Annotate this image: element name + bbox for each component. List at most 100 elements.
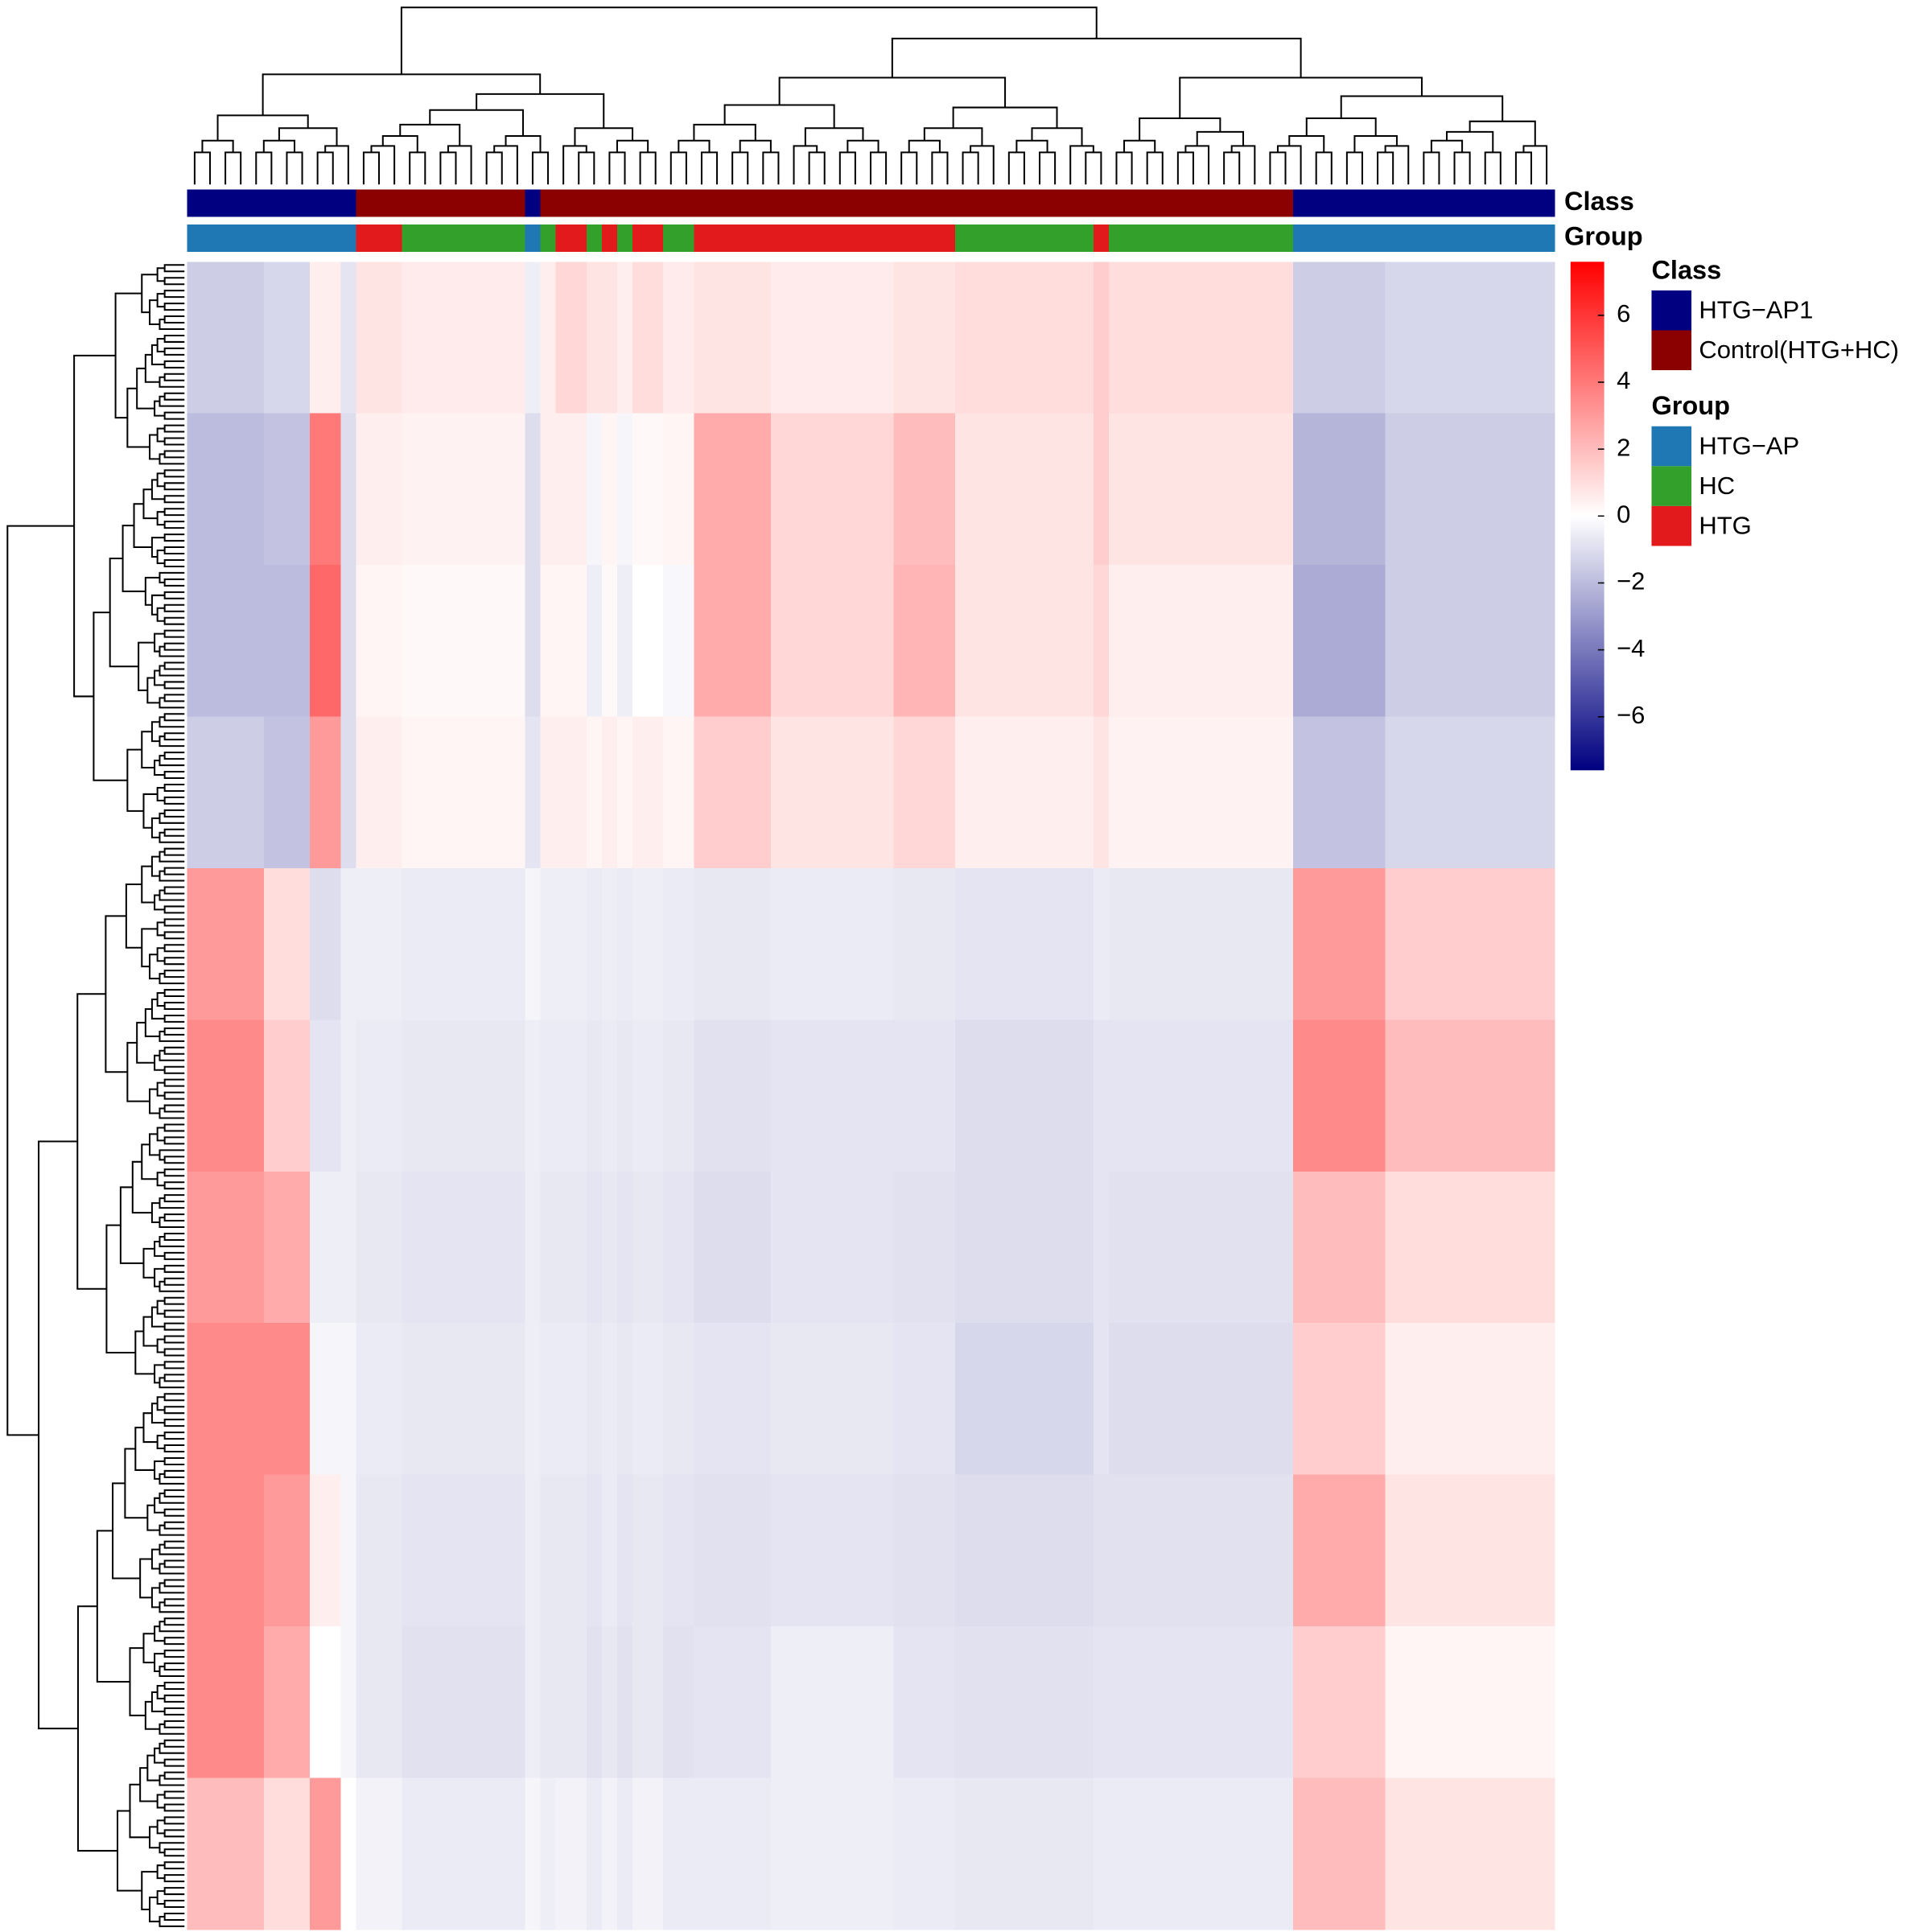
dendrogram-branch <box>156 992 165 1007</box>
dendrogram-branch <box>134 1427 155 1471</box>
dendrogram-branch <box>154 1497 165 1514</box>
heatmap-cell <box>586 1626 603 1779</box>
dendrogram-branch <box>163 411 185 420</box>
dendrogram-branch <box>163 918 185 927</box>
heatmap-cell <box>1293 1778 1386 1930</box>
dendrogram-branch <box>156 1684 165 1699</box>
heatmap-cell <box>955 716 1094 869</box>
heatmap-cell <box>616 1171 633 1324</box>
dendrogram-branch <box>1184 145 1210 185</box>
heatmap-cell <box>356 1474 403 1627</box>
heatmap-cell <box>356 867 403 1021</box>
heatmap-cell <box>340 1626 356 1779</box>
dendrogram-branch <box>163 1406 185 1415</box>
dendrogram-branch <box>149 954 160 980</box>
heatmap-cell <box>893 1323 956 1476</box>
dendrogram-branch <box>163 437 185 446</box>
heatmap-cell <box>1293 1474 1386 1627</box>
dendrogram-branch <box>163 1540 185 1549</box>
dendrogram-branch <box>163 1213 185 1222</box>
heatmap-cell <box>1385 716 1555 869</box>
dendrogram-branch <box>163 1887 185 1896</box>
dendrogram-branch <box>163 642 185 651</box>
heatmap-cell <box>310 867 341 1021</box>
group-annotation <box>663 224 695 252</box>
dendrogram-branch <box>163 1322 185 1331</box>
dendrogram-branch <box>6 525 75 1436</box>
dendrogram-branch <box>163 495 185 504</box>
dendrogram-branch <box>149 299 160 326</box>
dendrogram-branch <box>163 1739 185 1748</box>
heatmap-cell <box>187 413 265 566</box>
dendrogram-branch <box>163 1758 185 1767</box>
heatmap-cell <box>525 1323 542 1476</box>
group-annotation <box>770 224 895 252</box>
dendrogram-branch <box>154 1240 165 1257</box>
heatmap-cell <box>893 867 956 1021</box>
heatmap-cell <box>340 413 356 566</box>
heatmap-cell <box>310 716 341 869</box>
dendrogram-branch <box>400 6 1098 75</box>
dendrogram-branch <box>1276 145 1302 185</box>
dendrogram-branch <box>163 1771 185 1780</box>
dendrogram-branch <box>163 373 185 381</box>
dendrogram-branch <box>923 127 983 146</box>
heatmap-cell <box>356 716 403 869</box>
group-annotation <box>555 224 587 252</box>
dendrogram-branch <box>1007 151 1025 185</box>
heatmap-cell <box>540 1474 557 1627</box>
dendrogram-branch <box>439 151 457 185</box>
dendrogram-branch <box>286 151 303 185</box>
heatmap-cell <box>694 262 772 414</box>
class-annotation <box>263 189 311 217</box>
heatmap-cell <box>1385 565 1555 718</box>
heatmap-cell <box>555 413 587 566</box>
dendrogram-branch <box>163 1707 185 1716</box>
heatmap-cell <box>1108 565 1294 718</box>
dendrogram-branch <box>678 139 711 153</box>
dendrogram-branch <box>163 591 185 599</box>
heatmap-cell <box>601 1474 618 1627</box>
heatmap-cell <box>663 262 695 414</box>
heatmap-cell <box>616 1020 633 1172</box>
dendrogram-branch <box>150 855 160 877</box>
dendrogram-branch <box>159 851 185 863</box>
dendrogram-branch <box>159 395 185 407</box>
dendrogram-branch <box>163 989 185 998</box>
dendrogram-branch <box>163 277 185 286</box>
heatmap-cell <box>356 413 403 566</box>
heatmap-cell <box>663 716 695 869</box>
heatmap-cell <box>1385 1626 1555 1779</box>
dendrogram-branch <box>156 1435 165 1450</box>
heatmap-cell <box>1385 1020 1555 1172</box>
dendrogram-branch <box>163 867 185 875</box>
dendrogram-branch <box>493 145 518 185</box>
dendrogram-branch <box>739 139 772 153</box>
dendrogram-branch <box>156 921 165 937</box>
class-annotation <box>586 189 603 217</box>
dendrogram-branch <box>150 999 165 1020</box>
heatmap-cell <box>263 262 311 414</box>
heatmap-cell <box>893 1171 956 1324</box>
dendrogram-branch <box>109 557 139 668</box>
heatmap-cell <box>663 1474 695 1627</box>
dendrogram-branch <box>531 151 550 185</box>
dendrogram-branch <box>156 1890 165 1905</box>
heatmap-cell <box>694 565 772 718</box>
heatmap-cell <box>632 1626 664 1779</box>
heatmap-cell <box>616 1474 633 1627</box>
group-annotation <box>340 224 356 252</box>
heatmap-cell <box>540 413 557 566</box>
dendrogram-branch <box>163 732 185 741</box>
dendrogram-branch <box>201 139 234 153</box>
dendrogram-branch <box>150 537 165 558</box>
heatmap-cell <box>340 716 356 869</box>
heatmap-cell <box>893 413 956 566</box>
dendrogram-branch <box>154 1653 165 1673</box>
heatmap-cell <box>540 1171 557 1324</box>
class-annotation <box>525 189 542 217</box>
heatmap-cell <box>632 1323 664 1476</box>
heatmap-cell <box>402 1778 526 1930</box>
dendrogram-branch <box>154 1267 165 1287</box>
heatmap-cell <box>1293 1323 1386 1476</box>
